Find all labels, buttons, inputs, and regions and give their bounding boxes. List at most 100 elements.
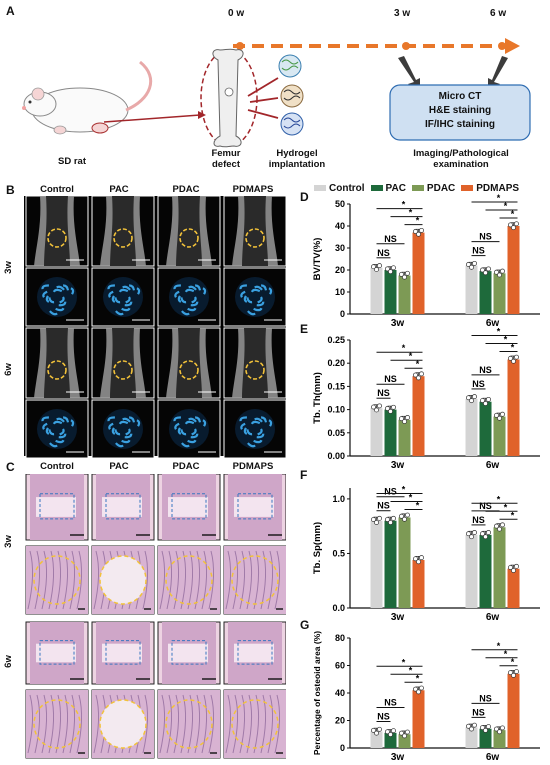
data-point (511, 672, 516, 678)
y-tick-label: 0.25 (327, 335, 345, 345)
ct-reconstruction-image (157, 267, 221, 327)
ns-label: NS (472, 515, 485, 525)
bar-pdmaps (412, 560, 425, 608)
data-point (514, 669, 519, 675)
ns-label: NS (377, 712, 390, 722)
sig-star: * (497, 326, 501, 336)
data-point (511, 358, 516, 364)
timepoint-dot (498, 42, 506, 50)
data-point (508, 222, 513, 228)
data-point (371, 404, 376, 410)
data-point (419, 555, 424, 561)
data-point (413, 229, 418, 234)
data-point (514, 354, 519, 360)
data-point (405, 415, 410, 420)
bar-pac (384, 270, 397, 314)
ct-reconstruction-image (25, 399, 89, 459)
bar-pac (479, 534, 492, 608)
data-point (405, 512, 410, 518)
data-point (497, 272, 502, 278)
data-point (480, 398, 485, 404)
sig-star: * (416, 216, 420, 226)
data-point (419, 371, 424, 377)
data-point (377, 263, 382, 269)
x-tick-label: 6w (486, 612, 500, 623)
implant-label: Hydrogel implantation (268, 148, 326, 170)
y-tick-label: 80 (335, 633, 345, 643)
sig-star: * (504, 502, 508, 512)
sig-star: * (511, 510, 515, 520)
he-low-mag-image (25, 621, 89, 685)
data-point (371, 517, 376, 522)
ct-bone-image (223, 195, 287, 267)
col-header-pdac-he: PDAC (172, 461, 200, 472)
legend-label-control: Control (329, 182, 365, 194)
he-low-mag-image (157, 621, 221, 685)
sig-star: * (511, 209, 515, 219)
data-point (494, 523, 499, 529)
col-header-pdmaps: PDMAPS (232, 184, 274, 195)
he-high-mag-image (157, 545, 221, 615)
sig-star: * (497, 641, 501, 651)
data-point (374, 520, 379, 525)
data-point (511, 225, 516, 231)
sig-star: * (402, 200, 406, 210)
arrow-6w (488, 56, 508, 92)
ns-label: NS (472, 707, 485, 717)
bar-pdmaps (412, 232, 425, 314)
data-point (469, 264, 474, 270)
bar-pac (384, 409, 397, 456)
ct-bone-image (223, 327, 287, 399)
y-tick-label: 0.05 (327, 428, 345, 438)
micro-ct-grid (24, 195, 287, 459)
he-low-mag-image (223, 473, 287, 541)
he-low-mag-image (223, 621, 287, 685)
data-point (416, 559, 421, 565)
ct-reconstruction-image (157, 399, 221, 459)
y-tick-label: 20 (335, 265, 345, 275)
bar-pdac (398, 419, 411, 456)
y-tick-label: 0 (340, 309, 345, 319)
data-point (472, 530, 477, 535)
data-point (371, 727, 376, 733)
sig-star: * (511, 342, 515, 352)
data-point (508, 355, 513, 361)
data-point (486, 724, 491, 730)
sig-star: * (409, 492, 413, 502)
legend-label-pdmaps: PDMAPS (476, 182, 520, 194)
y-tick-label: 60 (335, 661, 345, 671)
data-point (374, 267, 379, 272)
x-tick-label: 6w (486, 318, 500, 329)
col-header-pdac: PDAC (172, 184, 200, 195)
data-point (497, 729, 502, 735)
schematic-graphic (22, 38, 531, 148)
panel-label-b: B (6, 183, 15, 197)
col-header-pac: PAC (109, 184, 129, 195)
ns-label: NS (472, 379, 485, 389)
panel-label-a: A (6, 4, 15, 18)
hydrogel-blobs (278, 54, 304, 136)
ns-label: NS (384, 374, 397, 384)
data-point (413, 556, 418, 562)
data-point (413, 686, 418, 692)
data-point (469, 534, 474, 540)
data-point (377, 515, 382, 521)
ct-bone-image (25, 327, 89, 399)
data-point (402, 733, 407, 739)
ns-label: NS (479, 501, 492, 511)
y-tick-label: 0.00 (327, 451, 345, 461)
data-point (402, 419, 407, 424)
data-point (486, 266, 491, 272)
data-point (385, 729, 390, 735)
data-point (419, 685, 424, 691)
bar-pdmaps (507, 568, 520, 608)
ct-bone-image (91, 195, 155, 267)
y-tick-label: 50 (335, 199, 345, 209)
panel-label-f: F (300, 468, 308, 482)
data-point (391, 728, 396, 734)
ct-reconstruction-image (25, 267, 89, 327)
y-tick-label: 10 (335, 287, 345, 297)
bar-pdmaps (412, 376, 425, 456)
